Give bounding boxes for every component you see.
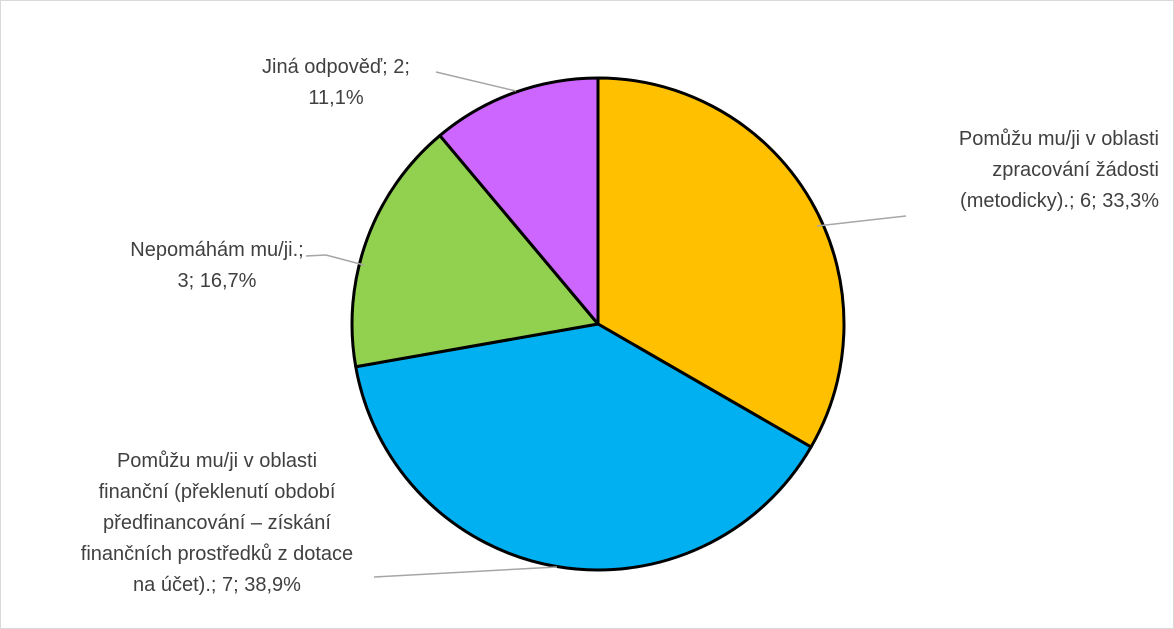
data-label-line: Pomůžu mu/ji v oblasti — [959, 128, 1159, 150]
data-labels: Pomůžu mu/ji v oblasti zpracování žádosti… — [81, 56, 1159, 596]
data-label-line: Pomůžu mu/ji v oblasti — [117, 450, 317, 472]
data-label-2: Pomůžu mu/ji v oblasti finanční (překlenu… — [81, 450, 353, 596]
leader-line-4 — [435, 71, 517, 92]
pie-slice-3 — [350, 134, 600, 369]
data-label-line: 3; 16,7% — [178, 270, 257, 292]
leader-lines — [305, 71, 907, 578]
data-label-line: finančních prostředků z dotace — [81, 543, 353, 565]
pie-slices — [350, 76, 846, 572]
data-label-line: 11,1% — [308, 87, 363, 109]
leader-line-2 — [373, 566, 558, 578]
data-label-line: Nepomáhám mu/ji.; — [130, 239, 303, 261]
data-label-line: Jiná odpověď; 2; — [262, 56, 410, 78]
data-label-line: zpracování žádosti — [992, 159, 1159, 181]
data-label-line: na účet).; 7; 38,9% — [133, 574, 301, 596]
leader-line-3 — [305, 254, 365, 266]
pie-slice-1 — [596, 76, 846, 449]
data-label-line: (metodicky).; 6; 33,3% — [960, 190, 1159, 212]
data-label-4: Jiná odpověď; 2; 11,1% — [262, 56, 410, 109]
data-label-line: finanční (překlenutí období — [99, 481, 336, 503]
leader-line-1 — [816, 215, 907, 227]
data-label-line: předfinancování – získání — [103, 512, 331, 534]
data-label-1: Pomůžu mu/ji v oblasti zpracování žádosti… — [959, 128, 1159, 212]
data-label-3: Nepomáhám mu/ji.; 3; 16,7% — [130, 239, 303, 292]
pie-slice-2 — [354, 322, 813, 572]
pie-slice-4 — [438, 76, 600, 326]
